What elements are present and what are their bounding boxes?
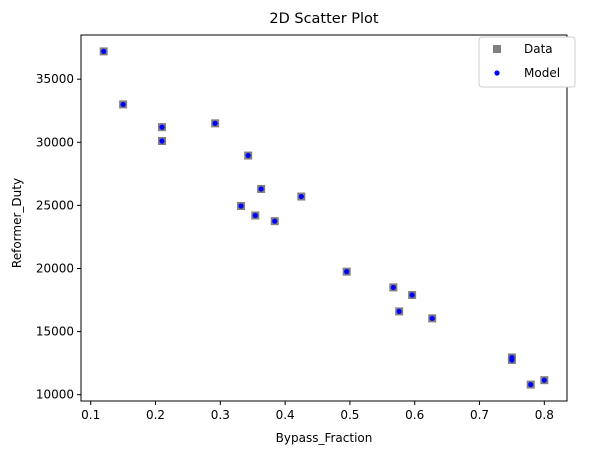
legend: Data Model bbox=[478, 36, 576, 88]
model-point-circle bbox=[101, 48, 107, 55]
plot-area bbox=[99, 47, 549, 389]
model-point-circle bbox=[541, 377, 547, 383]
x-tick-label: 0.5 bbox=[340, 408, 359, 422]
model-point-circle bbox=[238, 203, 244, 209]
model-point-circle bbox=[120, 101, 126, 108]
x-axis-label: Bypass_Fraction bbox=[276, 431, 373, 445]
x-tick-label: 0.7 bbox=[470, 408, 489, 422]
model-point-circle bbox=[409, 292, 415, 298]
legend-label-model: Model bbox=[524, 66, 560, 80]
y-axis-label: Reformer_Duty bbox=[10, 178, 24, 268]
model-point-circle bbox=[159, 124, 165, 130]
model-point-circle bbox=[344, 269, 350, 275]
x-tick-label: 0.4 bbox=[276, 408, 295, 422]
model-point-circle bbox=[272, 218, 278, 224]
y-tick-label: 30000 bbox=[36, 135, 74, 149]
chart-title: 2D Scatter Plot bbox=[269, 11, 379, 27]
model-point-circle bbox=[298, 193, 304, 200]
model-point-circle bbox=[396, 308, 402, 314]
legend-marker-data bbox=[493, 45, 501, 53]
model-point-circle bbox=[212, 120, 218, 126]
y-tick-label: 10000 bbox=[36, 388, 74, 402]
model-point-circle bbox=[159, 138, 165, 144]
legend-label-data: Data bbox=[524, 42, 553, 56]
y-axis-ticks: 10000 15000 20000 25000 30000 35000 bbox=[36, 72, 81, 402]
legend-marker-model bbox=[494, 70, 500, 76]
model-point-circle bbox=[390, 284, 396, 291]
legend-box bbox=[478, 36, 576, 88]
model-point-circle bbox=[528, 381, 534, 388]
model-point-circle bbox=[245, 152, 251, 159]
x-tick-label: 0.1 bbox=[81, 408, 100, 422]
plot-frame bbox=[80, 34, 568, 402]
model-point-circle bbox=[252, 212, 258, 219]
x-tick-label: 0.8 bbox=[535, 408, 554, 422]
y-tick-label: 15000 bbox=[36, 325, 74, 339]
model-point-circle bbox=[258, 186, 264, 192]
y-tick-label: 35000 bbox=[36, 72, 74, 86]
model-point-circle bbox=[429, 315, 435, 321]
y-tick-label: 25000 bbox=[36, 198, 74, 212]
model-point-circle bbox=[509, 357, 515, 363]
y-tick-label: 20000 bbox=[36, 261, 74, 275]
x-tick-label: 0.2 bbox=[146, 408, 165, 422]
x-axis-ticks: 0.1 0.2 0.3 0.4 0.5 0.6 0.7 0.8 bbox=[81, 401, 554, 422]
x-tick-label: 0.3 bbox=[211, 408, 230, 422]
x-tick-label: 0.6 bbox=[405, 408, 424, 422]
